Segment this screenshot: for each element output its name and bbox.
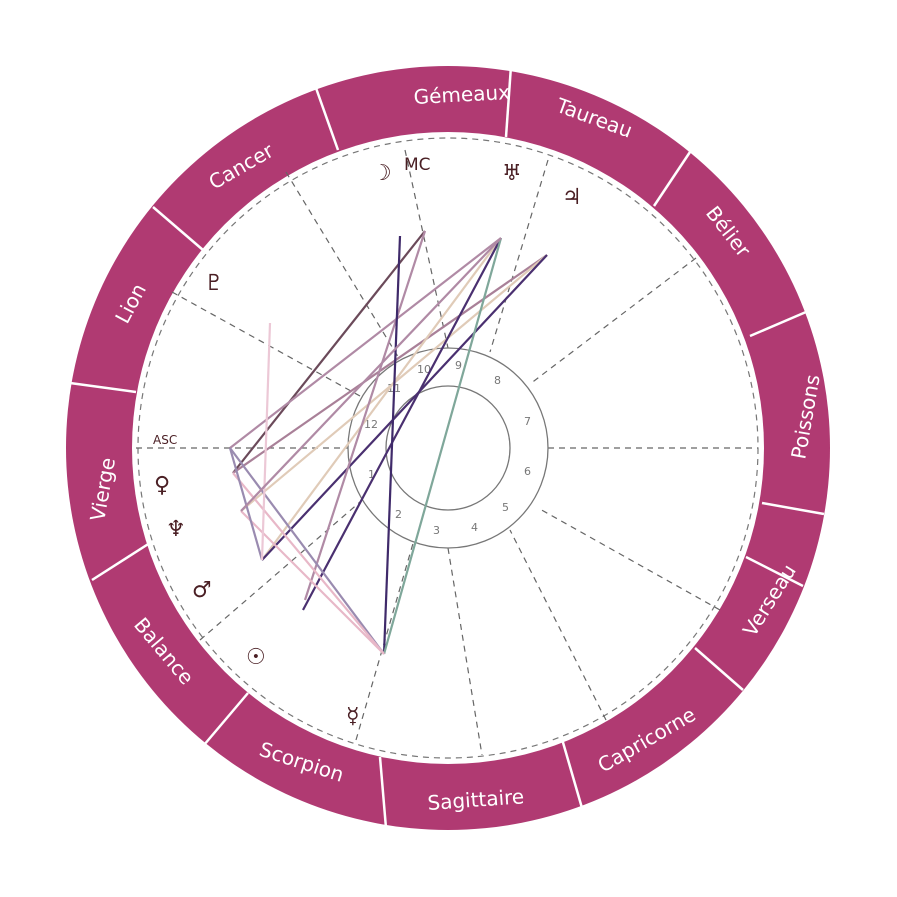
- house-9: 9: [455, 359, 462, 372]
- moon-icon: ☽: [372, 161, 392, 186]
- neptune-icon: ♆: [166, 517, 186, 542]
- house-12: 12: [364, 418, 378, 431]
- pluto-icon: ♇: [204, 271, 224, 296]
- house-4: 4: [471, 521, 478, 534]
- house-7: 7: [524, 415, 531, 428]
- venus-icon: ♀: [154, 473, 170, 498]
- sun-icon: ☉: [246, 645, 266, 670]
- house-10: 10: [417, 363, 431, 376]
- house-2: 2: [395, 508, 402, 521]
- jupiter-icon: ♃: [562, 185, 582, 210]
- house-6: 6: [524, 465, 531, 478]
- house-5: 5: [502, 501, 509, 514]
- house-ring-inner: [385, 385, 511, 511]
- ascendant-label: ASC: [153, 433, 177, 447]
- midheaven-label: MC: [404, 155, 431, 175]
- house-3: 3: [433, 524, 440, 537]
- house-8: 8: [494, 374, 501, 387]
- sign-label-gemeaux: Gémeaux: [413, 80, 511, 109]
- mars-icon: ♂: [192, 578, 212, 603]
- sign-dividers: [69, 65, 825, 829]
- planet-glyphs: ☽ ♅ ♃ ♇ ♀ ♆ ♂ ☉ ☿: [154, 161, 582, 729]
- aspect-lines: [228, 230, 548, 655]
- uranus-icon: ♅: [502, 161, 522, 186]
- house-1: 1: [368, 468, 375, 481]
- mercury-icon: ☿: [346, 704, 360, 729]
- house-ring-outer: [347, 347, 549, 549]
